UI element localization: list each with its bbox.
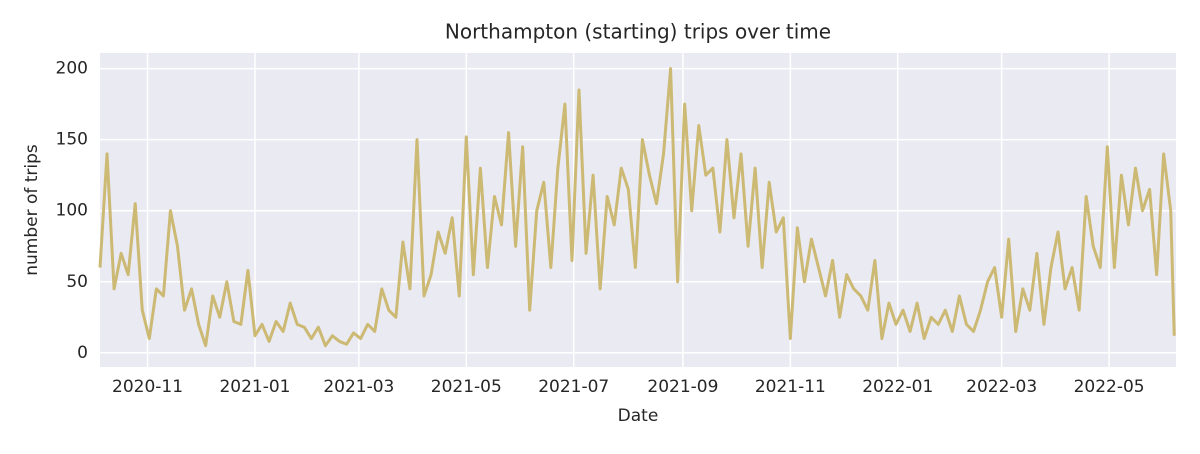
y-tick-label: 50 <box>66 272 88 292</box>
x-tick-label: 2021-01 <box>219 377 290 397</box>
y-axis-label: number of trips <box>22 144 42 276</box>
y-tick-label: 150 <box>56 130 88 150</box>
y-tick-label: 0 <box>77 343 88 363</box>
x-tick-label: 2021-11 <box>755 377 826 397</box>
x-tick-label: 2022-03 <box>966 377 1037 397</box>
x-tick-label: 2022-01 <box>862 377 933 397</box>
x-tick-label: 2021-05 <box>431 377 502 397</box>
x-tick-label: 2021-03 <box>323 377 394 397</box>
x-tick-label: 2022-05 <box>1074 377 1145 397</box>
x-tick-label: 2020-11 <box>112 377 183 397</box>
x-tick-label: 2021-07 <box>538 377 609 397</box>
chart-title: Northampton (starting) trips over time <box>445 20 831 44</box>
data-line <box>98 67 1176 348</box>
y-tick-label: 200 <box>56 59 88 79</box>
x-axis-label: Date <box>618 406 659 426</box>
y-tick-label: 100 <box>56 201 88 221</box>
x-tick-label: 2021-09 <box>647 377 718 397</box>
